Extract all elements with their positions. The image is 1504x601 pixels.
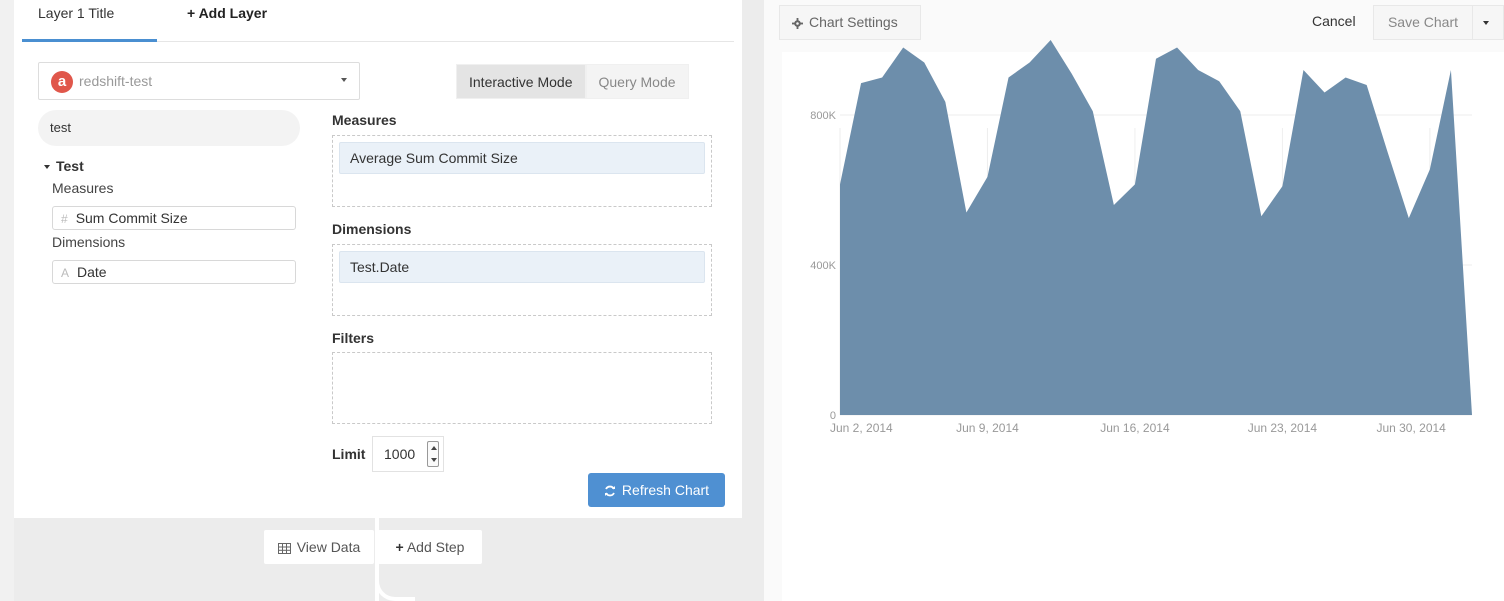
field-search-input[interactable]: test	[38, 110, 300, 146]
step-connector-curve	[375, 560, 415, 601]
measures-heading: Measures	[332, 112, 397, 128]
datasource-select[interactable]: a redshift-test	[38, 62, 360, 100]
caret-down-icon	[341, 78, 347, 82]
dimensions-heading: Dimensions	[332, 221, 412, 237]
dimensions-dropzone[interactable]: Test.Date	[332, 244, 712, 316]
measure-pill[interactable]: Average Sum Commit Size	[339, 142, 705, 174]
limit-input[interactable]: 1000	[372, 436, 444, 472]
cancel-button[interactable]: Cancel	[1312, 13, 1356, 29]
interactive-mode-button[interactable]: Interactive Mode	[456, 64, 586, 99]
x-tick-label: Jun 16, 2014	[1100, 421, 1170, 435]
refresh-icon	[604, 485, 615, 497]
area-chart: 0 400K 800K Jun 2, 2014 Jun 9, 2014 Jun 16, …	[810, 40, 1472, 435]
tab-layer-1[interactable]: Layer 1 Title	[22, 0, 157, 42]
y-tick-label: 800K	[810, 110, 836, 122]
field-sum-commit-size[interactable]: # Sum Commit Size	[52, 206, 296, 230]
view-data-label: View Data	[296, 539, 361, 555]
measures-dropzone[interactable]: Average Sum Commit Size	[332, 135, 712, 207]
x-tick-label: Jun 9, 2014	[956, 421, 1019, 435]
limit-label: Limit	[332, 446, 366, 462]
field-label: Date	[77, 264, 107, 280]
x-tick-label: Jun 2, 2014	[830, 421, 893, 435]
y-tick-label: 400K	[810, 260, 836, 272]
view-data-button[interactable]: View Data	[264, 530, 374, 564]
query-builder-panel: Layer 1 Title + Add Layer a redshift-tes…	[14, 0, 764, 601]
datasource-name: redshift-test	[79, 73, 153, 89]
area-series	[840, 40, 1472, 415]
refresh-chart-button[interactable]: Refresh Chart	[588, 473, 725, 507]
layer-tabs: Layer 1 Title + Add Layer	[22, 0, 734, 42]
save-chart-button[interactable]: Save Chart	[1373, 5, 1473, 40]
chart-settings-label: Chart Settings	[809, 14, 898, 30]
step-connector	[375, 518, 379, 601]
gear-icon	[792, 17, 803, 29]
field-date[interactable]: A Date	[52, 260, 296, 284]
dimension-pill[interactable]: Test.Date	[339, 251, 705, 283]
limit-value: 1000	[384, 446, 416, 462]
tree-group-test[interactable]: Test	[44, 158, 84, 174]
caret-down-icon	[44, 165, 50, 170]
filters-dropzone[interactable]	[332, 352, 712, 424]
caret-down-icon	[1483, 21, 1489, 25]
y-tick-label: 0	[830, 410, 836, 422]
x-tick-label: Jun 23, 2014	[1248, 421, 1318, 435]
datasource-logo: a	[51, 71, 73, 93]
tree-dimensions-label: Dimensions	[52, 234, 126, 250]
field-label: Sum Commit Size	[75, 210, 188, 226]
stepper-down-icon[interactable]	[431, 458, 437, 462]
filters-heading: Filters	[332, 330, 375, 346]
query-mode-button[interactable]: Query Mode	[585, 64, 689, 99]
tree-group-label: Test	[56, 158, 84, 174]
plus-icon: +	[187, 5, 196, 21]
mode-toggle: Interactive Mode Query Mode	[456, 64, 689, 99]
number-icon: #	[61, 212, 68, 226]
tree-measures-label: Measures	[52, 180, 114, 196]
refresh-label: Refresh Chart	[621, 482, 710, 498]
add-layer-label: Add Layer	[198, 5, 268, 21]
limit-stepper[interactable]	[427, 441, 439, 467]
table-icon	[277, 542, 291, 554]
text-icon: A	[61, 266, 70, 280]
stepper-up-icon[interactable]	[431, 446, 437, 450]
add-step-label: Add Step	[406, 539, 465, 555]
chart-settings-button[interactable]: Chart Settings	[779, 5, 921, 40]
layer-card: Layer 1 Title + Add Layer a redshift-tes…	[14, 0, 742, 518]
plus-icon: +	[395, 539, 404, 555]
x-tick-label: Jun 30, 2014	[1376, 421, 1446, 435]
save-options-button[interactable]	[1472, 5, 1504, 40]
tab-layer-1-label: Layer 1 Title	[38, 5, 115, 21]
add-step-button[interactable]: + Add Step	[378, 530, 482, 564]
add-layer-button[interactable]: + Add Layer	[187, 0, 267, 42]
